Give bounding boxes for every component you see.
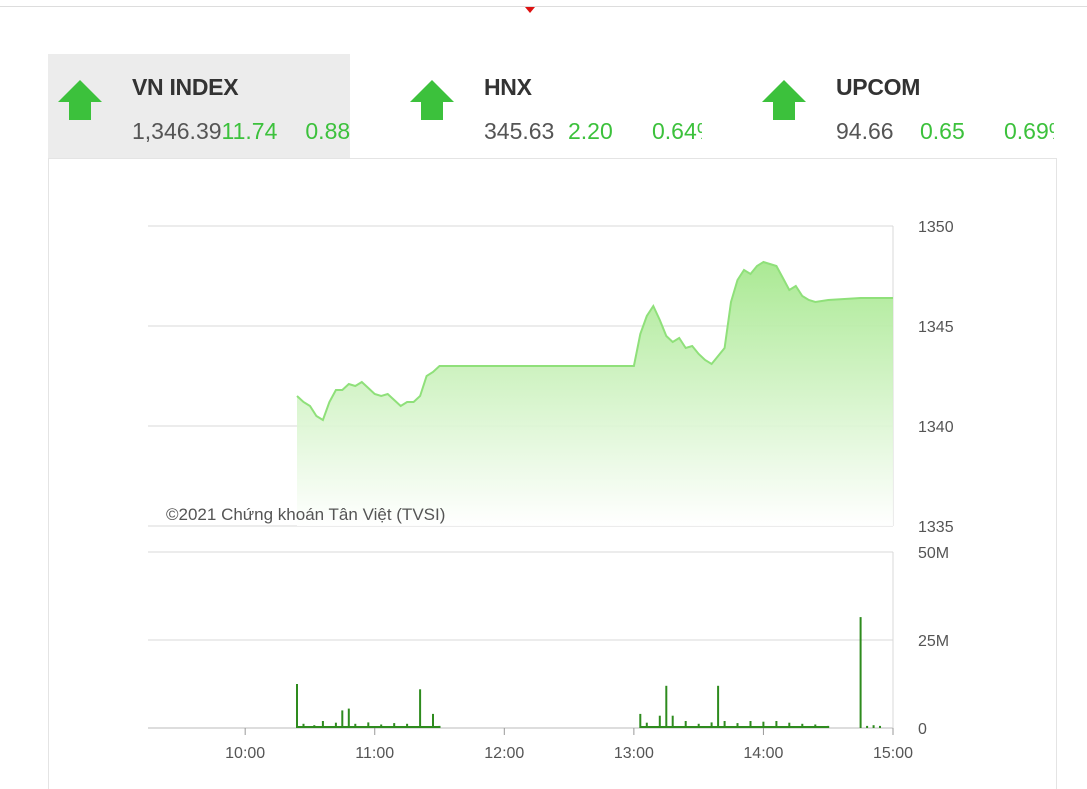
x-tick-label: 14:00 [743,745,783,762]
price-series-line [296,260,893,422]
volume-bar [645,722,648,728]
index-percent: 0.88% [305,118,350,144]
volume-bar [879,725,881,728]
volume-bar [334,722,337,728]
price-area-fill [297,262,893,526]
up-arrow-icon [58,80,102,120]
index-value: 94.66 [836,118,894,144]
volume-bar [432,713,434,728]
volume-bar [296,684,298,728]
index-name: VN INDEX [132,74,239,100]
index-change: 2.20 [568,118,613,144]
x-tick-label: 11:00 [355,745,394,762]
x-axis: 10:00 11:00 12:00 13:00 14:00 15:00 [225,728,913,762]
volume-bar [710,722,713,728]
volume-bar [814,724,817,728]
volume-bar [788,722,791,728]
index-value: 345.63 [484,118,555,144]
x-tick-label: 13:00 [614,745,654,762]
volume-bar [866,725,869,728]
price-y-tick-label: 1350 [918,219,954,236]
up-arrow-icon [762,80,806,120]
tab-upcom[interactable]: UPCOM 94.66 0.65 0.69% [752,54,1054,158]
volume-bar [658,715,661,728]
volume-bar [717,685,720,728]
price-area-group [296,260,893,526]
index-change: 0.65 [920,118,965,144]
watermark: ©2021 Chứng khoán Tân Việt (TVSI) [166,505,445,524]
price-y-tick-label: 1345 [918,319,954,336]
tab-hnx[interactable]: HNX 345.63 2.20 0.64% [400,54,702,158]
volume-bar [697,723,700,728]
price-y-tick-label: 1340 [918,419,954,436]
volume-bar [749,721,752,728]
index-percent: 0.64% [652,118,702,144]
volume-bar [302,723,305,728]
up-arrow-icon [410,80,454,120]
volume-bar [354,723,357,728]
volume-bar [684,721,687,728]
x-tick-label: 15:00 [873,745,913,762]
top-divider [0,6,1087,7]
volume-bar [347,708,350,728]
volume-bar [393,723,396,728]
index-value: 1,346.39 [132,118,222,144]
x-tick-label: 10:00 [225,745,265,762]
index-name: HNX [484,74,532,100]
volume-bar [723,721,726,728]
volume-bar [665,685,668,728]
volume-bar [872,725,875,728]
volume-bar [736,723,739,728]
volume-bar [801,723,804,728]
volume-bar [775,721,778,728]
x-tick-label: 12:00 [484,745,524,762]
index-name: UPCOM [836,74,921,100]
caret-down-icon [525,7,535,13]
volume-bar [367,722,370,728]
tab-vn-index[interactable]: VN INDEX 1,346.3911.74 0.88% [48,54,350,158]
volume-y-tick-label: 0 [918,721,927,738]
index-change: 11.74 [221,118,278,144]
volume-bars-group [296,617,881,728]
volume-bar [827,725,830,728]
volume-bar [321,721,324,728]
index-percent: 0.69% [1004,118,1054,144]
volume-bar [438,725,441,728]
volume-bar [380,724,383,728]
volume-bar [639,713,642,728]
volume-bar [762,721,765,728]
volume-bar [341,710,344,728]
volume-bar [406,723,409,728]
volume-bar [419,689,422,728]
volume-bar [313,725,316,728]
volume-y-tick-label: 25M [918,633,949,650]
volume-grid: 50M 25M 0 [148,545,949,738]
volume-bar [671,715,674,728]
volume-bar [859,617,862,728]
price-y-tick-label: 1335 [918,519,954,536]
volume-y-tick-label: 50M [918,545,949,562]
